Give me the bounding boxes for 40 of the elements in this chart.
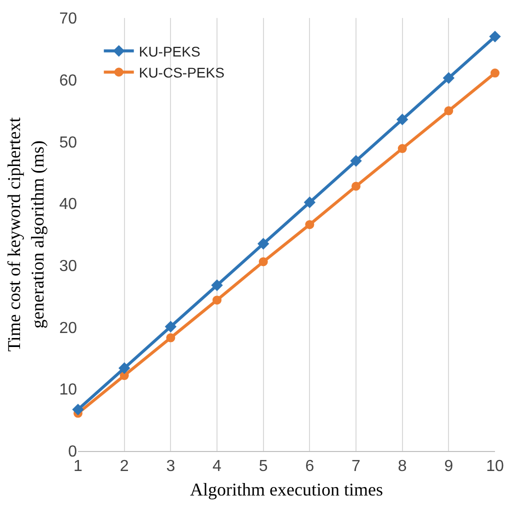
legend-label: KU-CS-PEKS xyxy=(138,64,224,81)
x-tick-label: 5 xyxy=(258,458,268,476)
point xyxy=(444,106,454,116)
y-tick-label: 70 xyxy=(59,10,78,28)
point xyxy=(257,238,270,250)
point xyxy=(258,257,268,266)
y-axis-title: Time cost of keyword ciphertext generation algorithm (ms) xyxy=(4,117,48,352)
x-tick-label: 7 xyxy=(352,458,361,476)
point xyxy=(164,320,177,333)
x-tick-label: 1 xyxy=(74,458,83,476)
x-tick-label: 4 xyxy=(212,458,222,476)
point xyxy=(489,30,501,42)
point xyxy=(211,279,223,292)
point xyxy=(352,182,360,191)
point xyxy=(398,144,407,154)
point xyxy=(72,404,84,416)
y-tick-label: 0 xyxy=(68,444,78,461)
point xyxy=(118,362,130,374)
x-tick-label: 9 xyxy=(444,458,454,476)
point xyxy=(304,196,316,208)
point xyxy=(166,333,176,342)
point xyxy=(305,220,314,230)
point xyxy=(350,155,362,167)
x-tick-label: 3 xyxy=(166,458,176,476)
x-tick-label: 2 xyxy=(120,458,129,476)
x-axis-title: Algorithm execution times xyxy=(190,479,383,500)
point xyxy=(442,72,455,84)
x-tick-label: 8 xyxy=(398,458,407,476)
y-tick-label: 60 xyxy=(59,72,78,90)
y-tick-label: 50 xyxy=(59,134,78,152)
y-tick-label: 20 xyxy=(59,320,78,337)
point xyxy=(212,296,222,305)
point xyxy=(396,114,408,126)
x-tick-label: 10 xyxy=(486,458,504,476)
legend-label: KU-PEKS xyxy=(138,43,200,60)
y-tick-label: 10 xyxy=(59,382,78,399)
x-tick-label: 6 xyxy=(305,458,314,476)
y-tick-label: 30 xyxy=(59,258,78,276)
point xyxy=(490,68,500,78)
y-tick-label: 40 xyxy=(59,196,78,214)
